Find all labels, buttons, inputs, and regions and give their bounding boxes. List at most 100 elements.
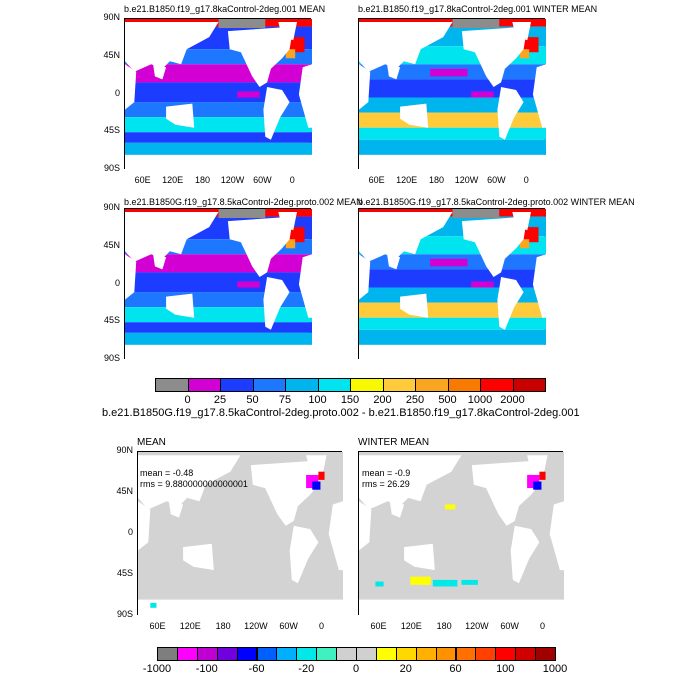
map-panel	[124, 208, 312, 360]
colorbar-label: 75	[278, 394, 292, 406]
land-mass	[497, 277, 524, 330]
colorbar-box	[285, 378, 319, 392]
colorbar-box	[252, 378, 286, 392]
colorbar-box	[356, 647, 377, 661]
lat-tick-label: 45N	[103, 49, 120, 60]
land-mass	[125, 64, 137, 110]
colorbar-label: 2000	[500, 394, 525, 406]
sea-ice	[218, 19, 266, 29]
land-mass	[400, 293, 429, 318]
map-panel	[137, 451, 343, 616]
anomaly-patch	[432, 579, 458, 587]
lat-tick-label: 90N	[103, 12, 120, 22]
mean-text: mean = -0.48	[140, 468, 194, 478]
sea-ice	[218, 209, 266, 219]
colorbar-label: 250	[405, 394, 425, 406]
ocean-band	[125, 142, 312, 155]
lon-tick-label: 120E	[162, 175, 184, 185]
colorbar-box	[515, 647, 537, 661]
land-mass	[387, 64, 401, 80]
land-mass	[471, 460, 544, 526]
lon-tick-label: 60E	[134, 175, 151, 185]
land-mass	[461, 26, 528, 88]
colorbar-label: 60	[449, 663, 462, 675]
ocean-band	[125, 132, 312, 143]
land-mass	[306, 455, 327, 475]
land-mass	[227, 216, 294, 277]
ocean-band	[125, 332, 312, 345]
land-mass	[328, 501, 343, 571]
map-panel	[358, 208, 546, 360]
colorbar-label: 500	[438, 394, 457, 406]
ocean-band	[125, 307, 312, 323]
land-mass	[532, 64, 546, 128]
land-mass	[125, 154, 312, 170]
land-mass	[497, 87, 524, 140]
colorbar-label: 25	[213, 394, 227, 406]
lat-tick-label: 90N	[116, 445, 133, 455]
land-mass	[138, 455, 241, 510]
land-mass	[166, 103, 195, 128]
colorbar-label: 1000	[542, 663, 568, 675]
panel-title: MEAN	[137, 437, 166, 448]
lon-tick-label: 0	[318, 621, 324, 631]
lon-tick-label: 180	[195, 175, 211, 185]
colorbar-box	[220, 378, 254, 392]
colorbar-label: 100	[308, 394, 327, 406]
colorbar-box	[336, 647, 357, 661]
lat-tick-label: 0	[127, 527, 133, 537]
lon-tick-label: 60W	[487, 175, 506, 185]
ocean-patch	[430, 258, 468, 267]
lon-tick-label: 120W	[465, 621, 489, 631]
colorbar-box	[535, 647, 556, 661]
ocean-patch	[523, 37, 539, 53]
lon-tick-label: 120W	[454, 175, 479, 185]
land-mass	[298, 254, 312, 318]
land-mass	[138, 599, 343, 616]
lat-tick-label: 45S	[103, 315, 120, 326]
land-mass	[549, 501, 564, 571]
ocean-patch	[523, 227, 539, 243]
colorbar-box	[375, 647, 397, 661]
colorbar-box	[276, 647, 298, 661]
colorbar-box	[495, 647, 517, 661]
ocean-patch	[471, 281, 494, 288]
sea-ice	[452, 209, 500, 219]
colorbar-box	[512, 378, 546, 392]
ocean-band	[359, 79, 546, 98]
lon-tick-label: 120E	[396, 175, 418, 185]
land-mass	[168, 501, 184, 518]
ocean-patch	[289, 37, 305, 53]
ocean-band	[359, 329, 546, 345]
land-mass	[400, 103, 429, 128]
lon-tick-label: 180	[429, 175, 445, 185]
lat-tick-label: 0	[114, 277, 120, 288]
panel-title: WINTER MEAN	[358, 437, 430, 448]
colorbar-box	[435, 647, 457, 661]
rms-text: rms = 9.880000000000001	[140, 479, 248, 489]
colorbar-box	[455, 647, 477, 661]
ocean-band	[359, 302, 546, 318]
ocean-patch	[237, 91, 260, 98]
lat-tick-label: 45S	[103, 125, 120, 136]
colorbar-label: 0	[352, 663, 360, 675]
map-field	[359, 19, 546, 170]
anomaly-patch	[150, 602, 157, 608]
map-field	[125, 19, 312, 170]
lat-tick-label: 90S	[116, 609, 133, 619]
colorbar-label: 50	[246, 394, 259, 406]
colorbar-label: -60	[248, 663, 265, 675]
panel-title: b.e21.B1850.f19_g17.8kaControl-2deg.001 …	[124, 4, 326, 14]
ocean-patch	[519, 49, 530, 59]
lon-tick-label: 120E	[179, 621, 201, 631]
lon-tick-label: 0	[539, 621, 545, 631]
map-field	[138, 452, 343, 616]
anomaly-patch	[318, 471, 325, 480]
lat-tick-label: 0	[114, 87, 120, 98]
ocean-band	[125, 82, 312, 103]
lon-tick-label: 0	[523, 175, 529, 185]
lon-tick-label: 60E	[149, 621, 166, 631]
colorbar-box	[157, 647, 178, 661]
map-panel	[358, 451, 564, 616]
stats-block: mean = -0.48 rms = 9.880000000000001	[140, 468, 248, 490]
